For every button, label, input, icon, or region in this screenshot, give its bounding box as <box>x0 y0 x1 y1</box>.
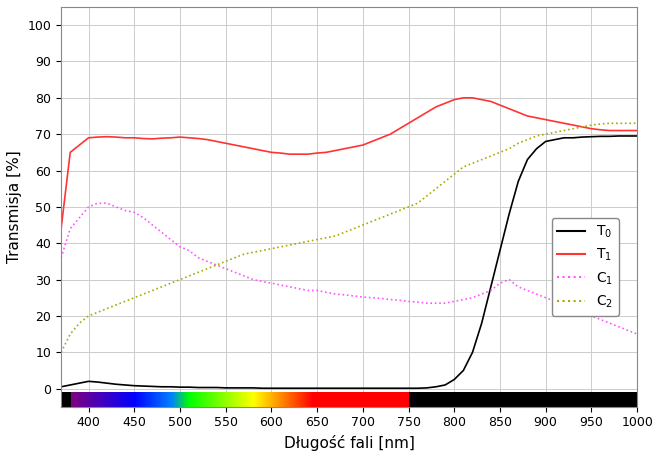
X-axis label: Długość fali [nm]: Długość fali [nm] <box>284 435 414 451</box>
Y-axis label: Transmisja [%]: Transmisja [%] <box>7 151 22 263</box>
Legend: T$_0$, T$_1$, C$_1$, C$_2$: T$_0$, T$_1$, C$_1$, C$_2$ <box>552 218 618 316</box>
